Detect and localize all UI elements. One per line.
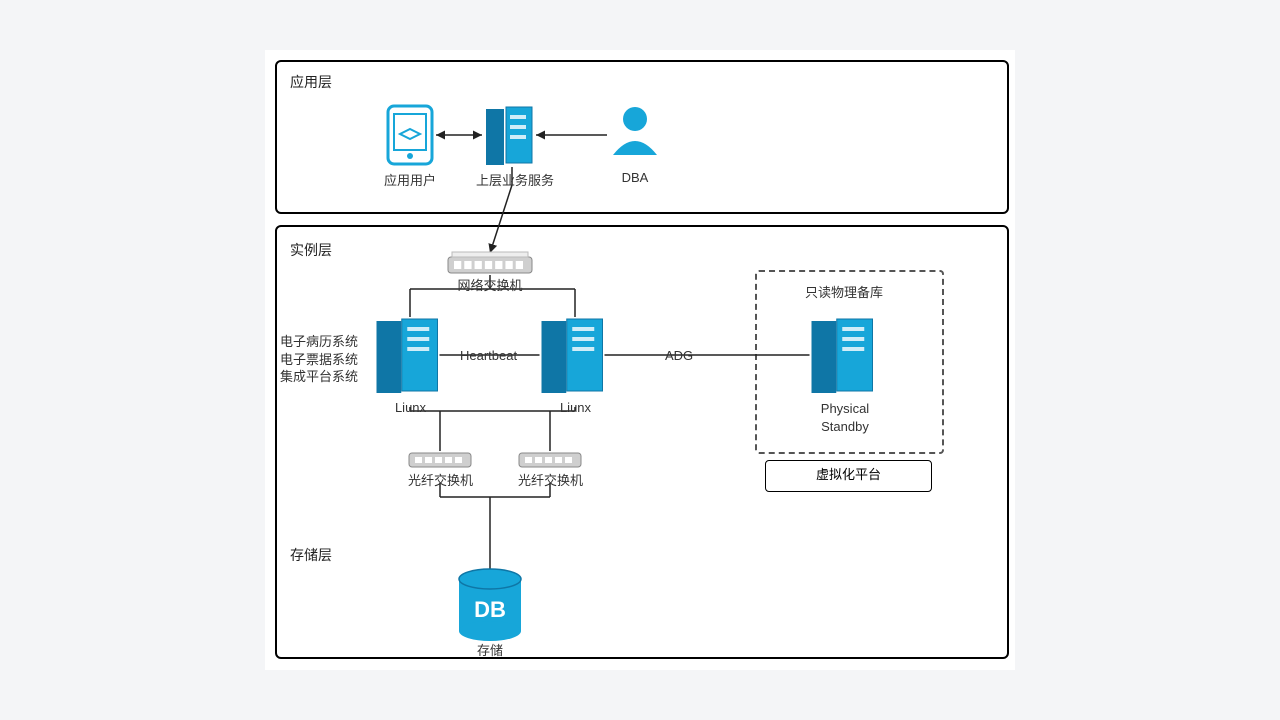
label-app-user: 应用用户 [380, 170, 440, 189]
label-linux2: Liunx [548, 400, 603, 415]
label-db: 存储 [470, 640, 510, 659]
label-linux1: Liunx [383, 400, 438, 415]
label-net-switch: 网络交换机 [450, 275, 530, 294]
label-fc1: 光纤交换机 [403, 470, 478, 489]
svg-text:DB: DB [474, 597, 506, 622]
label-fc2: 光纤交换机 [513, 470, 588, 489]
label-upper-svc: 上层业务服务 [470, 170, 560, 189]
label-standby: PhysicalStandby [810, 400, 880, 435]
edge-label-heartbeat: Heartbeat [460, 348, 517, 363]
edge-label-adg: ADG [665, 348, 693, 363]
label-dba: DBA [615, 170, 655, 185]
stage: 应用层 实例层 存储层 只读物理备库 虚拟化平台 电子病历系统 电子票据系统 集… [0, 0, 1280, 720]
diagram-svg: DB [265, 50, 1015, 670]
diagram-frame: 应用层 实例层 存储层 只读物理备库 虚拟化平台 电子病历系统 电子票据系统 集… [265, 50, 1015, 670]
